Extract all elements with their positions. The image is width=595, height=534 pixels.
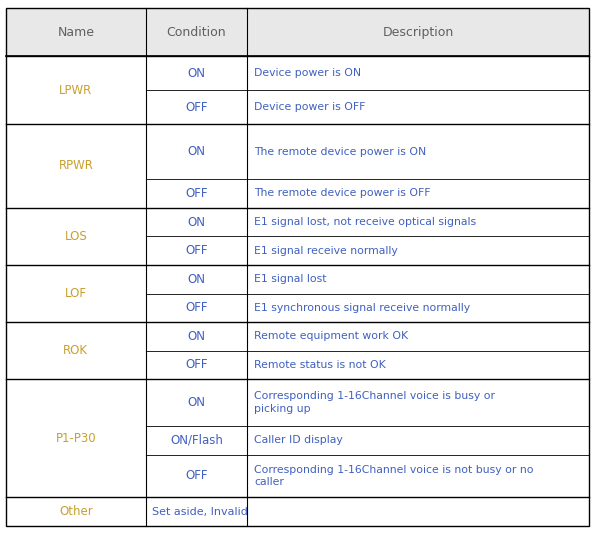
Text: OFF: OFF (185, 469, 208, 483)
Text: ROK: ROK (63, 344, 89, 357)
Text: E1 signal receive normally: E1 signal receive normally (254, 246, 398, 256)
Text: ON: ON (187, 216, 205, 229)
Text: ON: ON (187, 396, 205, 409)
Text: The remote device power is ON: The remote device power is ON (254, 147, 426, 156)
FancyBboxPatch shape (6, 8, 589, 56)
Text: OFF: OFF (185, 301, 208, 315)
Text: Other: Other (59, 505, 93, 518)
Text: Caller ID display: Caller ID display (254, 435, 343, 445)
Text: OFF: OFF (185, 101, 208, 114)
Text: P1-P30: P1-P30 (55, 432, 96, 445)
Text: Name: Name (57, 26, 95, 38)
Text: ON/Flash: ON/Flash (170, 434, 223, 447)
Text: Remote status is not OK: Remote status is not OK (254, 360, 386, 370)
Text: Device power is ON: Device power is ON (254, 68, 361, 78)
Text: Device power is OFF: Device power is OFF (254, 102, 365, 112)
Text: Corresponding 1-16Channel voice is not busy or no
caller: Corresponding 1-16Channel voice is not b… (254, 465, 534, 487)
Text: Remote equipment work OK: Remote equipment work OK (254, 332, 408, 341)
Text: LPWR: LPWR (60, 84, 92, 97)
Text: The remote device power is OFF: The remote device power is OFF (254, 189, 431, 199)
Text: OFF: OFF (185, 187, 208, 200)
Text: ON: ON (187, 67, 205, 80)
Text: E1 signal lost, not receive optical signals: E1 signal lost, not receive optical sign… (254, 217, 476, 227)
Text: RPWR: RPWR (58, 160, 93, 172)
Text: Condition: Condition (167, 26, 226, 38)
Text: E1 synchronous signal receive normally: E1 synchronous signal receive normally (254, 303, 470, 313)
Text: LOF: LOF (65, 287, 87, 300)
Text: ON: ON (187, 330, 205, 343)
Text: OFF: OFF (185, 244, 208, 257)
Text: ON: ON (187, 273, 205, 286)
Text: Corresponding 1-16Channel voice is busy or
picking up: Corresponding 1-16Channel voice is busy … (254, 391, 495, 414)
Text: Description: Description (383, 26, 453, 38)
Text: LOS: LOS (64, 230, 87, 243)
Text: Set aside, Invalid: Set aside, Invalid (152, 507, 248, 517)
Text: OFF: OFF (185, 358, 208, 372)
Text: ON: ON (187, 145, 205, 158)
Text: E1 signal lost: E1 signal lost (254, 274, 327, 284)
